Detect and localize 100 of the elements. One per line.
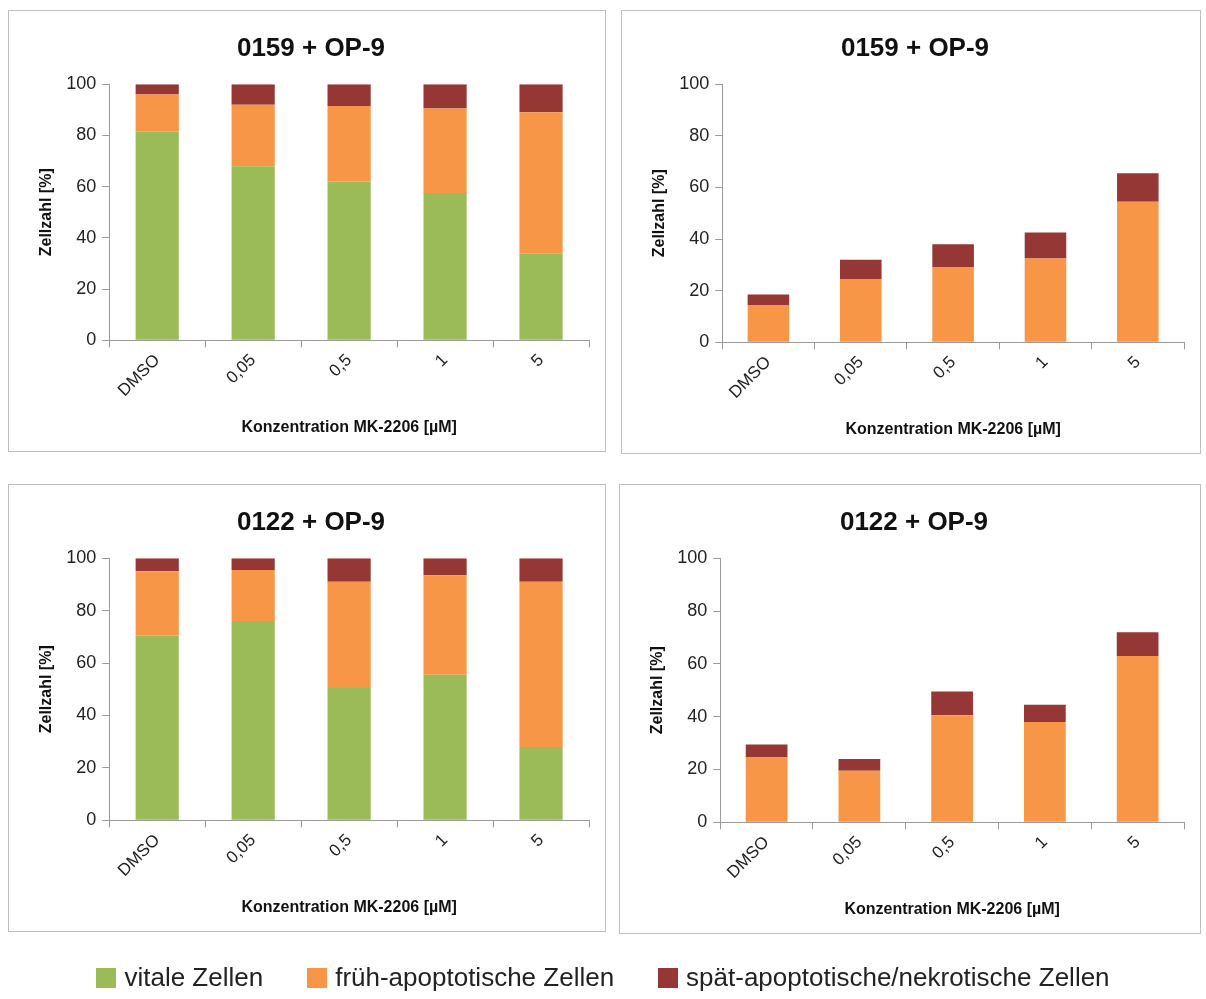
bar — [231, 558, 275, 570]
y-tick-label: 60 — [76, 175, 97, 196]
y-tick-label: 0 — [697, 811, 708, 832]
bar — [135, 94, 179, 132]
bar — [747, 294, 790, 305]
bar — [931, 715, 973, 822]
bar — [745, 757, 788, 822]
x-tick-label: 5 — [527, 350, 548, 371]
bar — [327, 105, 371, 182]
bar — [1024, 232, 1067, 259]
bar — [932, 267, 974, 342]
y-tick-label: 40 — [76, 226, 97, 247]
bar — [839, 259, 882, 280]
x-tick-label: 1 — [431, 830, 452, 851]
bar — [839, 279, 882, 342]
bar — [327, 181, 371, 340]
legend-label: vitale Zellen — [124, 962, 264, 993]
x-tick-label: 5 — [1123, 352, 1144, 373]
bar — [231, 621, 275, 820]
bar — [1116, 655, 1159, 822]
y-tick-label: 0 — [699, 331, 710, 352]
x-axis-title: Konzentration MK-2206 [µM] — [844, 899, 1060, 917]
x-tick-label: 0,5 — [928, 832, 959, 863]
y-tick-label: 80 — [689, 124, 710, 145]
bar — [1116, 632, 1159, 656]
y-tick-label: 60 — [689, 176, 710, 197]
bar — [519, 746, 563, 820]
y-tick-label: 100 — [677, 547, 708, 568]
bar — [1117, 173, 1159, 202]
bar — [231, 104, 275, 167]
legend-label: früh-apoptotische Zellen — [335, 962, 615, 993]
chart-title: 0122 + OP-9 — [839, 505, 989, 536]
x-tick-label: 1 — [1030, 832, 1052, 853]
bar — [327, 84, 371, 106]
legend-label: spät-apoptotische/nekrotische Zellen — [686, 962, 1110, 993]
y-tick-label: 40 — [76, 704, 97, 725]
bar — [135, 635, 179, 820]
y-tick-label: 60 — [76, 652, 97, 673]
bar — [519, 84, 563, 113]
bar — [519, 112, 563, 254]
bar — [231, 166, 275, 340]
y-axis-title: Zellzahl [%] — [37, 168, 55, 257]
x-tick-label: 0,5 — [325, 350, 356, 381]
bar — [1024, 704, 1066, 722]
x-tick-label: 5 — [527, 830, 548, 851]
x-tick-label: 5 — [1123, 832, 1144, 853]
bar — [747, 304, 790, 342]
chart-title: 0159 + OP-9 — [840, 31, 990, 62]
y-tick-label: 40 — [687, 705, 708, 726]
bar — [1024, 258, 1067, 342]
bar — [745, 744, 788, 758]
x-tick-label: 1 — [431, 350, 452, 371]
y-tick-label: 0 — [86, 329, 97, 350]
bar — [423, 558, 467, 576]
bar — [423, 108, 467, 194]
x-tick-label: 0,5 — [929, 352, 960, 383]
y-tick-label: 20 — [687, 758, 708, 779]
bar — [932, 244, 974, 268]
bar — [838, 758, 881, 771]
y-tick-label: 80 — [76, 599, 97, 620]
y-tick-label: 40 — [689, 228, 710, 249]
x-axis-title: Konzentration MK-2206 [µM] — [241, 897, 457, 915]
y-tick-label: 100 — [66, 73, 97, 94]
y-tick-label: 80 — [687, 599, 708, 620]
bar — [1117, 201, 1159, 342]
y-tick-label: 60 — [687, 652, 708, 673]
bar — [231, 570, 275, 622]
y-axis-title: Zellzahl [%] — [650, 169, 668, 258]
x-tick-label: 0,5 — [325, 830, 356, 861]
y-tick-label: 80 — [76, 124, 97, 145]
bar — [931, 691, 973, 716]
bar — [519, 253, 563, 340]
bar — [423, 575, 467, 675]
x-axis-title: Konzentration MK-2206 [µM] — [241, 417, 457, 435]
bar — [423, 674, 467, 820]
y-tick-label: 100 — [679, 73, 710, 94]
chart-title: 0122 + OP-9 — [236, 505, 386, 536]
bar — [423, 193, 467, 340]
y-tick-label: 100 — [66, 547, 97, 568]
x-tick-label: 1 — [1031, 352, 1052, 373]
x-axis-title: Konzentration MK-2206 [µM] — [845, 419, 1061, 437]
bar — [135, 558, 179, 572]
y-axis-title: Zellzahl [%] — [648, 646, 666, 735]
bar — [327, 581, 371, 688]
y-axis-title: Zellzahl [%] — [37, 645, 55, 734]
bar — [231, 84, 275, 105]
y-tick-label: 20 — [689, 279, 710, 300]
bar — [838, 770, 881, 822]
bar — [135, 571, 179, 636]
bar — [1024, 721, 1066, 822]
bar — [519, 558, 563, 582]
bar — [135, 131, 179, 340]
y-tick-label: 20 — [76, 756, 97, 777]
y-tick-label: 20 — [76, 278, 97, 299]
y-tick-label: 0 — [86, 809, 97, 830]
bar — [519, 581, 563, 747]
chart-title: 0159 + OP-9 — [236, 31, 386, 62]
bar — [327, 558, 371, 582]
bar — [327, 687, 371, 820]
bar — [423, 84, 467, 109]
